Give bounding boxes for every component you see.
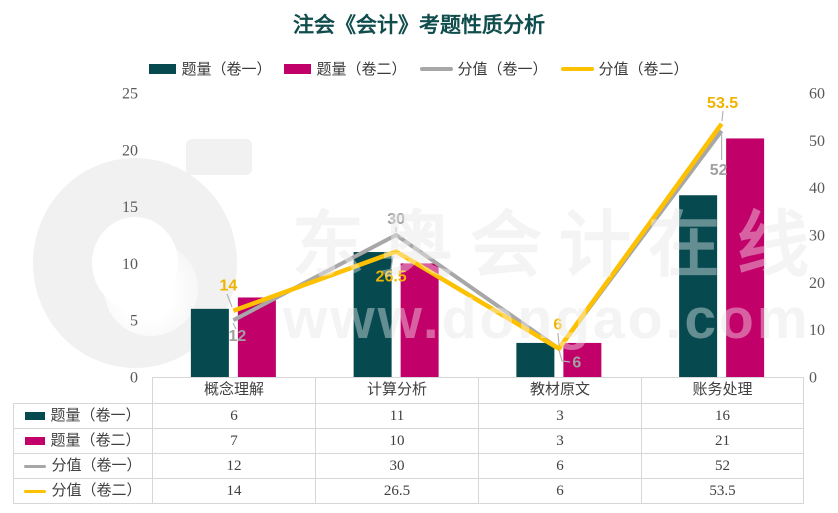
point-label-分值（卷一）-计算分析: 30 xyxy=(387,211,405,228)
table-row-label: 分值（卷一） xyxy=(51,458,142,474)
table-value-cell: 30 xyxy=(315,453,479,479)
table-value-cell: 10 xyxy=(315,428,479,454)
table-value-cell: 16 xyxy=(641,403,804,429)
bar-题量（卷一）-教材原文 xyxy=(516,342,555,377)
table-value-cell: 26.5 xyxy=(315,478,479,504)
table-value-cell: 53.5 xyxy=(641,478,804,504)
line-分值（卷二） xyxy=(232,122,724,352)
bar-题量（卷二）-账务处理 xyxy=(726,138,765,377)
table-row: 题量（卷二） 7 10 3 21 xyxy=(13,428,804,454)
legend-line-swatch-2 xyxy=(419,66,453,71)
point-label-分值（卷一）-概念理解: 12 xyxy=(228,328,246,345)
right-axis-tick-label: 50 xyxy=(809,133,825,150)
point-label-分值（卷二）-账务处理: 53.5 xyxy=(707,95,738,112)
left-axis-tick-label: 0 xyxy=(130,370,138,387)
left-axis-tick-label: 25 xyxy=(122,86,138,103)
legend-item-0: 题量（卷一） xyxy=(149,58,271,79)
right-axis-tick-label: 0 xyxy=(809,370,817,387)
bar-题量（卷二）-教材原文 xyxy=(563,342,602,377)
table-category-header: 概念理解 xyxy=(152,377,316,404)
table-value-cell: 7 xyxy=(152,428,316,454)
point-label-分值（卷二）-计算分析: 26.5 xyxy=(376,269,407,286)
right-axis-tick-label: 10 xyxy=(809,322,825,339)
table-value-cell: 12 xyxy=(152,453,316,479)
table-row-header: 题量（卷一） xyxy=(13,403,153,429)
table-value-cell: 3 xyxy=(478,403,642,429)
table-value-cell: 14 xyxy=(152,478,316,504)
legend-item-1: 题量（卷二） xyxy=(284,58,407,79)
table-value-cell: 21 xyxy=(641,428,804,454)
right-axis-tick-label: 60 xyxy=(809,86,825,103)
legend-bar-swatch-0 xyxy=(149,63,177,74)
legend-item-2: 分值（卷一） xyxy=(419,58,548,79)
legend-label-2: 分值（卷一） xyxy=(457,62,548,78)
point-label-分值（卷一）-账务处理: 52 xyxy=(710,162,728,179)
table-value-cell: 6 xyxy=(478,478,642,504)
left-axis-tick-label: 5 xyxy=(130,313,138,330)
label-leader-line xyxy=(558,349,571,363)
label-leader-line xyxy=(557,332,560,346)
table-row-label: 分值（卷二） xyxy=(51,483,142,499)
left-axis-tick-label: 15 xyxy=(122,199,138,216)
legend-label-1: 题量（卷二） xyxy=(316,62,407,78)
table-row-swatch xyxy=(24,489,47,493)
left-axis-tick-label: 20 xyxy=(122,142,138,159)
table-row-swatch xyxy=(25,412,46,420)
table-row: 题量（卷一） 6 11 3 16 xyxy=(13,403,804,429)
table-category-header: 教材原文 xyxy=(478,377,642,404)
right-axis-tick-label: 40 xyxy=(809,180,825,197)
table-row-swatch xyxy=(25,437,46,445)
bar-题量（卷一）-概念理解 xyxy=(190,308,229,377)
legend-label-3: 分值（卷二） xyxy=(598,62,689,78)
table-row-label: 题量（卷一） xyxy=(50,408,141,424)
bar-题量（卷一）-账务处理 xyxy=(679,195,718,377)
label-leader-line xyxy=(390,255,394,270)
point-label-分值（卷二）-教材原文: 6 xyxy=(553,317,562,334)
chart-title: 注会《会计》考题性质分析 xyxy=(293,14,545,37)
bar-题量（卷二）-计算分析 xyxy=(400,263,439,377)
table-value-cell: 52 xyxy=(641,453,804,479)
table-value-cell: 6 xyxy=(478,453,642,479)
table-row: 分值（卷二） 14 26.5 6 53.5 xyxy=(13,478,804,504)
legend-item-3: 分值（卷二） xyxy=(560,58,689,79)
table-row-swatch xyxy=(24,464,47,468)
chart-data-table: 概念理解 计算分析 教材原文 账务处理 题量（卷一） 6 11 3 16 题量（卷二） 7 10 3 21… xyxy=(13,377,804,504)
bar-题量（卷一）-计算分析 xyxy=(353,252,392,377)
bar-题量（卷二）-概念理解 xyxy=(237,297,276,377)
table-row-header: 题量（卷二） xyxy=(13,428,153,454)
table-value-cell: 11 xyxy=(315,403,479,429)
left-axis-tick-label: 10 xyxy=(122,256,138,273)
table-corner-cell xyxy=(14,378,153,404)
table-row-label: 题量（卷二） xyxy=(50,433,141,449)
table-category-header: 计算分析 xyxy=(315,377,479,404)
table-value-cell: 3 xyxy=(478,428,642,454)
right-axis-tick-label: 20 xyxy=(809,275,825,292)
point-label-分值（卷二）-概念理解: 14 xyxy=(219,278,237,295)
line-分值（卷一） xyxy=(232,129,724,352)
point-label-分值（卷一）-教材原文: 6 xyxy=(572,355,581,372)
chart-legend: 题量（卷一） 题量（卷二） 分值（卷一） 分值（卷二） xyxy=(0,58,838,79)
label-leader-line xyxy=(226,293,233,308)
right-axis-tick-label: 30 xyxy=(809,228,825,245)
legend-label-0: 题量（卷一） xyxy=(181,62,272,78)
table-row-header: 分值（卷一） xyxy=(13,453,153,479)
label-leader-line xyxy=(721,110,724,122)
table-value-cell: 6 xyxy=(152,403,316,429)
table-row-header: 分值（卷二） xyxy=(13,478,153,504)
table-category-header: 账务处理 xyxy=(641,377,804,404)
legend-bar-swatch-1 xyxy=(284,63,312,74)
legend-line-swatch-3 xyxy=(560,66,594,71)
table-row: 分值（卷一） 12 30 6 52 xyxy=(13,453,804,479)
